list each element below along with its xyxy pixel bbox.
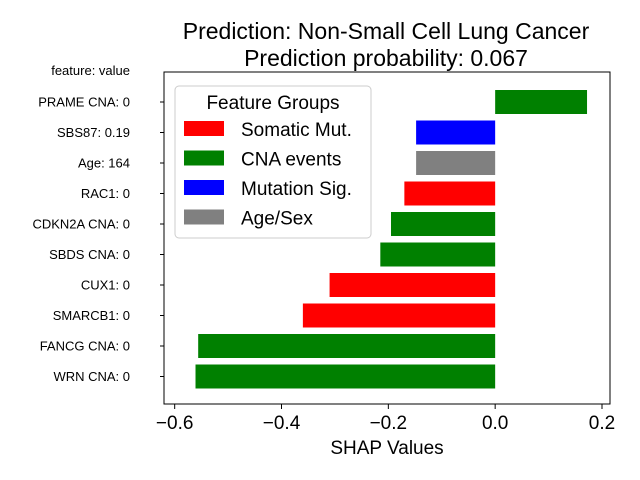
legend-entry-label-3: Age/Sex — [241, 209, 313, 230]
y-tick-label-5: SBDS CNA: 0 — [49, 247, 130, 262]
bar-3 — [404, 181, 496, 206]
y-tick-label-9: WRN CNA: 0 — [53, 369, 130, 384]
legend-swatch-2 — [184, 180, 224, 195]
bar-0 — [495, 90, 588, 114]
y-tick-label-2: Age: 164 — [78, 156, 130, 171]
chart-title: Prediction: Non-Small Cell Lung Cancer — [183, 18, 590, 44]
y-tick-label-6: CUX1: 0 — [81, 278, 130, 293]
bar-6 — [329, 273, 496, 297]
y-tick-label-8: FANCG CNA: 0 — [40, 339, 130, 354]
legend-swatch-1 — [184, 150, 224, 166]
legend-entries: Somatic Mut. CNA events Mutation Sig. Age/S… — [184, 120, 352, 230]
bar-5 — [380, 242, 496, 267]
bar-1 — [416, 120, 496, 145]
y-tick-labels: PRAME CNA: 0 SBS87: 0.19 Age: 164 RAC1: 0 CD… — [32, 95, 164, 384]
bar-7 — [302, 303, 496, 328]
y-tick-label-1: SBS87: 0.19 — [57, 125, 130, 140]
x-axis-ticks: −0.6 −0.4 −0.2 0.0 0.2 — [156, 404, 615, 434]
bar-2 — [416, 151, 496, 175]
x-tick-label-1: −0.4 — [263, 413, 301, 434]
y-tick-label-0: PRAME CNA: 0 — [38, 95, 130, 110]
legend-swatch-3 — [184, 209, 224, 225]
y-tick-label-7: SMARCB1: 0 — [53, 308, 130, 323]
x-tick-label-4: 0.2 — [589, 413, 615, 434]
x-axis-label: SHAP Values — [330, 438, 443, 459]
legend-entry-label-1: CNA events — [241, 150, 341, 171]
x-tick-label-0: −0.6 — [156, 413, 194, 434]
chart-subtitle: Prediction probability: 0.067 — [244, 45, 528, 71]
y-tick-label-3: RAC1: 0 — [81, 186, 130, 201]
y-header-label: feature: value — [51, 63, 130, 78]
x-tick-label-2: −0.2 — [370, 413, 408, 434]
legend-swatch-0 — [184, 121, 224, 136]
legend-entry-label-2: Mutation Sig. — [241, 179, 352, 200]
x-tick-label-3: 0.0 — [482, 413, 508, 434]
plot-frame — [163, 71, 611, 405]
legend-entry-label-0: Somatic Mut. — [241, 120, 352, 141]
y-tick-label-4: CDKN2A CNA: 0 — [32, 217, 130, 232]
bars-group — [195, 90, 588, 389]
legend-title: Feature Groups — [206, 93, 339, 114]
bar-9 — [195, 364, 496, 389]
bar-4 — [391, 212, 496, 236]
legend: Feature Groups Somatic Mut. CNA events Mut… — [174, 85, 372, 239]
bar-8 — [198, 334, 496, 358]
